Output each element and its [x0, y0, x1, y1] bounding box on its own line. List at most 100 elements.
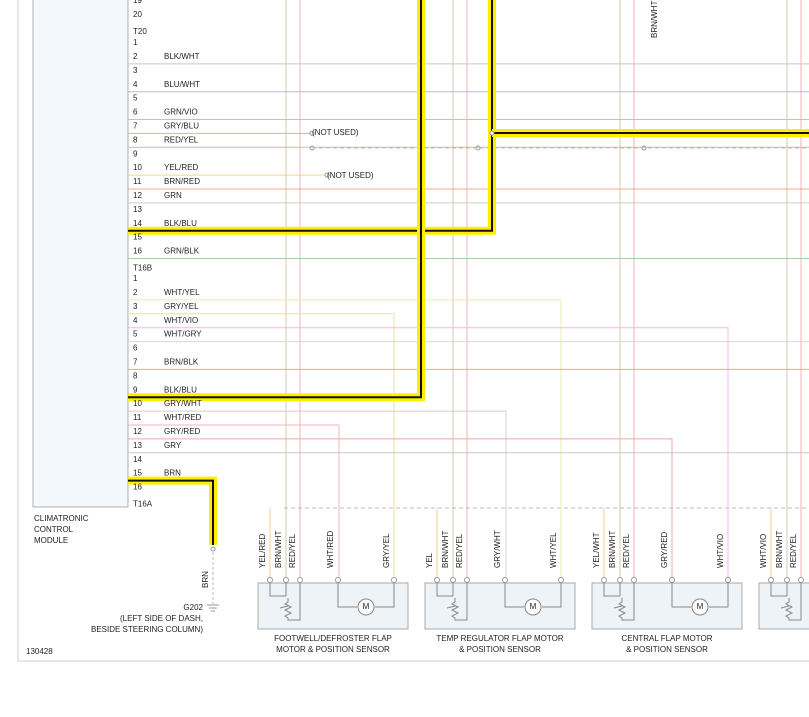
pin-number: 7	[133, 358, 138, 367]
wire-label: BRN/RED	[164, 177, 200, 186]
wire-label: BRN	[201, 571, 210, 588]
module-name: CONTROL	[34, 525, 74, 534]
pin-number: 6	[133, 344, 138, 353]
pin	[601, 577, 607, 583]
component-box	[257, 582, 409, 630]
motor	[357, 598, 375, 616]
ground-location: BESIDE STEERING COLUMN)	[91, 625, 203, 634]
pin-number: 16	[133, 483, 142, 492]
motor-symbol: M	[697, 602, 704, 611]
not-used: (NOT USED)	[327, 171, 374, 180]
wire-label: YEL/WHT	[592, 532, 601, 568]
pin-number: 4	[133, 80, 138, 89]
pin-number: 13	[133, 205, 142, 214]
pin	[669, 577, 675, 583]
wire-label: GRN/BLK	[164, 247, 200, 256]
pin-number: 7	[133, 122, 138, 131]
wire-label: RED/YEL	[789, 533, 798, 568]
pin-number: 16	[133, 247, 142, 256]
potentiometer	[269, 583, 301, 621]
component-title: TEMP REGULATOR FLAP MOTOR	[436, 634, 564, 643]
wire-label: GRN/VIO	[164, 108, 198, 117]
wire	[128, 410, 507, 578]
connector-label: T20	[133, 27, 147, 36]
pin-number: 12	[133, 427, 142, 436]
wire-label: WHT/RED	[164, 413, 202, 422]
component-box	[591, 582, 743, 630]
pin	[502, 577, 508, 583]
wire-label: WHT/VIO	[759, 534, 768, 568]
wire-label: WHT/VIO	[164, 316, 198, 325]
pin-number: 3	[133, 66, 138, 75]
wire-label: WHT/RED	[326, 530, 335, 568]
wire	[128, 299, 562, 578]
wires	[128, 0, 809, 630]
pin-number: 5	[133, 330, 138, 339]
component-title: & POSITION SENSOR	[459, 645, 541, 654]
motor-wire	[671, 583, 729, 608]
splice	[489, 130, 495, 136]
wire	[128, 0, 493, 232]
motor-wire	[337, 583, 395, 608]
pin	[725, 577, 731, 583]
wire-label: GRY/BLU	[164, 122, 199, 131]
pin	[283, 577, 289, 583]
wire-label: YEL	[425, 552, 434, 568]
pin	[617, 577, 623, 583]
pin-number: 8	[133, 135, 138, 144]
motor	[691, 598, 709, 616]
wire-label: BLK/BLU	[164, 385, 197, 394]
wire	[128, 313, 395, 578]
wire-end	[324, 172, 330, 178]
module-name: CLIMATRONIC	[34, 514, 89, 523]
pin	[297, 577, 303, 583]
pin-number: 11	[133, 413, 142, 422]
wire-label: GRN	[164, 191, 182, 200]
wire-label: BLK/WHT	[164, 52, 200, 61]
wire-label: BRN	[164, 469, 181, 478]
pin-number: 14	[133, 455, 142, 464]
motor-symbol: M	[363, 602, 370, 611]
wire-label: WHT/GRY	[164, 330, 202, 339]
wire-label: RED/YEL	[455, 533, 464, 568]
component-title: CENTRAL FLAP MOTOR	[622, 634, 713, 643]
pin-number: 1	[133, 274, 138, 283]
wire-label: GRY/YEL	[164, 302, 199, 311]
pin	[631, 577, 637, 583]
pin	[768, 577, 774, 583]
pin-number: 8	[133, 371, 138, 380]
pin-number: 4	[133, 316, 138, 325]
component-title: & POSITION SENSOR	[626, 645, 708, 654]
potentiometer	[436, 583, 468, 621]
ground-name: G202	[183, 603, 203, 612]
wire-label: WHT/VIO	[716, 534, 725, 568]
frame	[17, 0, 809, 662]
splice	[309, 145, 315, 151]
pin	[798, 577, 804, 583]
pin-number: 2	[133, 52, 138, 61]
ground-location: (LEFT SIDE OF DASH,	[120, 614, 203, 623]
wire	[128, 438, 673, 578]
wire-label: YEL/RED	[164, 163, 198, 172]
wire-label: BRN/WHT	[441, 531, 450, 568]
wire-label: BRN/BLK	[164, 358, 199, 367]
pin	[464, 577, 470, 583]
pin	[434, 577, 440, 583]
wire-label: GRY/RED	[660, 531, 669, 568]
wire-label: YEL/RED	[258, 534, 267, 568]
component-title: MOTOR & POSITION SENSOR	[276, 645, 390, 654]
potentiometer	[770, 583, 802, 621]
pin	[450, 577, 456, 583]
module-name: MODULE	[34, 536, 68, 545]
wire-label: GRY/RED	[164, 427, 201, 436]
wire-label: RED/YEL	[164, 135, 199, 144]
wire	[128, 479, 214, 545]
pin	[558, 577, 564, 583]
wire-end	[309, 130, 315, 136]
wire-label: RED/YEL	[288, 533, 297, 568]
wire-label: GRY/WHT	[493, 530, 502, 568]
pin-number: 11	[133, 177, 142, 186]
wire-label: BRN/WHT	[650, 1, 659, 38]
pin	[335, 577, 341, 583]
